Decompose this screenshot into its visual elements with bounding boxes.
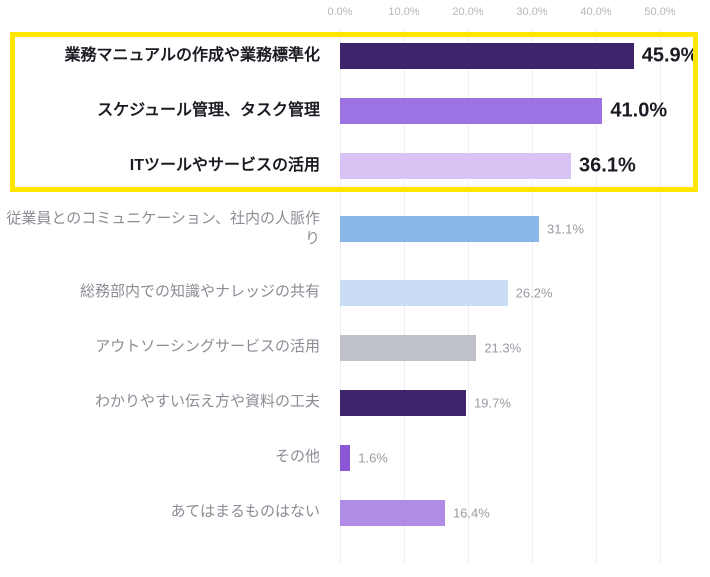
bar (340, 98, 602, 124)
value-label: 16.4% (453, 505, 490, 520)
chart-row: あてはまるものはない 16.4% (0, 485, 710, 540)
chart-row: アウトソーシングサービスの活用 21.3% (0, 320, 710, 375)
category-label: その他 (0, 447, 330, 467)
category-label: 従業員とのコミュニケーション、社内の人脈作り (0, 209, 330, 250)
x-axis-tick: 10.0% (388, 6, 419, 18)
x-axis-tick: 50.0% (644, 6, 675, 18)
chart-row: 業務マニュアルの作成や業務標準化 45.9% (0, 28, 710, 83)
x-axis-labels: 0.0%10.0%20.0%30.0%40.0%50.0% (340, 6, 660, 24)
value-label: 31.1% (547, 222, 584, 237)
bar-area: 21.3% (340, 320, 660, 375)
bar-area: 41.0% (340, 83, 660, 138)
category-label: わかりやすい伝え方や資料の工夫 (0, 392, 330, 412)
value-label: 41.0% (610, 99, 667, 122)
value-label: 36.1% (579, 154, 636, 177)
category-label: 総務部内での知識やナレッジの共有 (0, 282, 330, 302)
chart-row: わかりやすい伝え方や資料の工夫 19.7% (0, 375, 710, 430)
chart-row: 従業員とのコミュニケーション、社内の人脈作り 31.1% (0, 193, 710, 265)
bar (340, 43, 634, 69)
value-label: 26.2% (516, 285, 553, 300)
bar-area: 19.7% (340, 375, 660, 430)
bar (340, 216, 539, 242)
chart-row: ITツールやサービスの活用 36.1% (0, 138, 710, 193)
bar-area: 1.6% (340, 430, 660, 485)
value-label: 1.6% (358, 450, 388, 465)
bar-area: 36.1% (340, 138, 660, 193)
value-label: 19.7% (474, 395, 511, 410)
category-label: あてはまるものはない (0, 502, 330, 522)
bar (340, 390, 466, 416)
bar (340, 500, 445, 526)
x-axis-tick: 20.0% (452, 6, 483, 18)
chart-rows: 業務マニュアルの作成や業務標準化 45.9% スケジュール管理、タスク管理 41.0%… (0, 28, 710, 540)
chart-row: その他 1.6% (0, 430, 710, 485)
bar-area: 31.1% (340, 193, 660, 265)
bar-chart: 0.0% 10.0% 20.0% 30.0% 40.0% 50.0% 業務マニュアルの作成… (0, 0, 710, 577)
chart-row: 総務部内での知識やナレッジの共有 26.2% (0, 265, 710, 320)
bar-area: 16.4% (340, 485, 660, 540)
x-axis-tick: 30.0% (516, 6, 547, 18)
bar (340, 445, 350, 471)
category-label: アウトソーシングサービスの活用 (0, 337, 330, 357)
category-label: 業務マニュアルの作成や業務標準化 (0, 45, 330, 67)
chart-row: スケジュール管理、タスク管理 41.0% (0, 83, 710, 138)
category-label: スケジュール管理、タスク管理 (0, 100, 330, 122)
x-axis-tick: 40.0% (580, 6, 611, 18)
bar (340, 335, 476, 361)
bar (340, 280, 508, 306)
value-label: 21.3% (484, 340, 521, 355)
bar (340, 153, 571, 179)
x-axis-tick: 0.0% (327, 6, 352, 18)
value-label: 45.9% (642, 44, 699, 67)
bar-area: 26.2% (340, 265, 660, 320)
category-label: ITツールやサービスの活用 (0, 155, 330, 177)
bar-area: 45.9% (340, 28, 660, 83)
